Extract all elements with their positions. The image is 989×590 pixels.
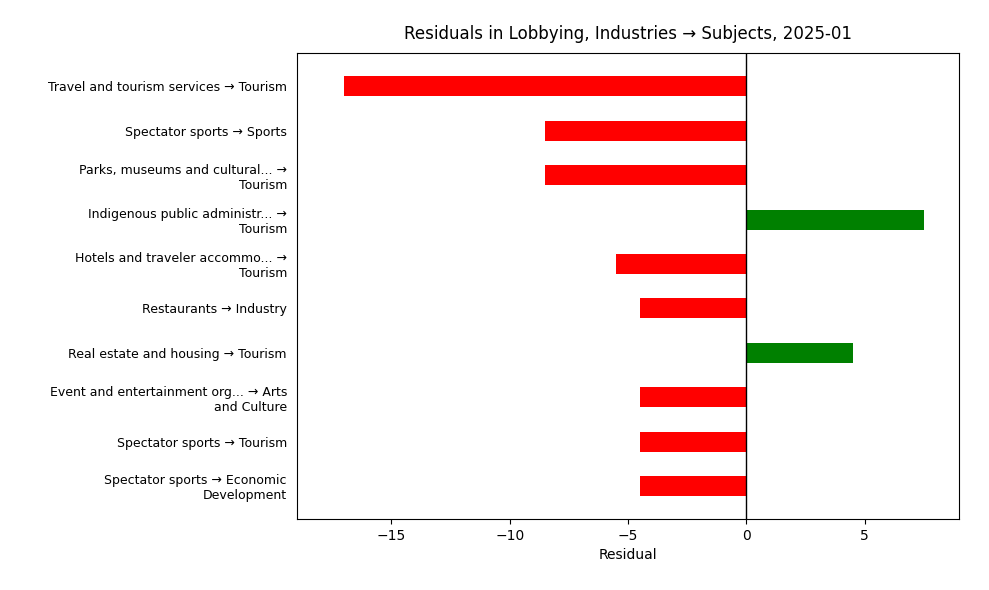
Bar — [640, 431, 747, 451]
Title: Residuals in Lobbying, Industries → Subjects, 2025-01: Residuals in Lobbying, Industries → Subj… — [405, 25, 852, 43]
Bar — [640, 476, 747, 496]
Bar — [545, 121, 747, 141]
Bar — [747, 343, 853, 363]
Bar — [545, 165, 747, 185]
X-axis label: Residual: Residual — [598, 549, 658, 562]
Bar — [616, 254, 747, 274]
Bar — [344, 77, 747, 96]
Bar — [640, 387, 747, 407]
Bar — [747, 209, 924, 230]
Bar — [640, 299, 747, 319]
